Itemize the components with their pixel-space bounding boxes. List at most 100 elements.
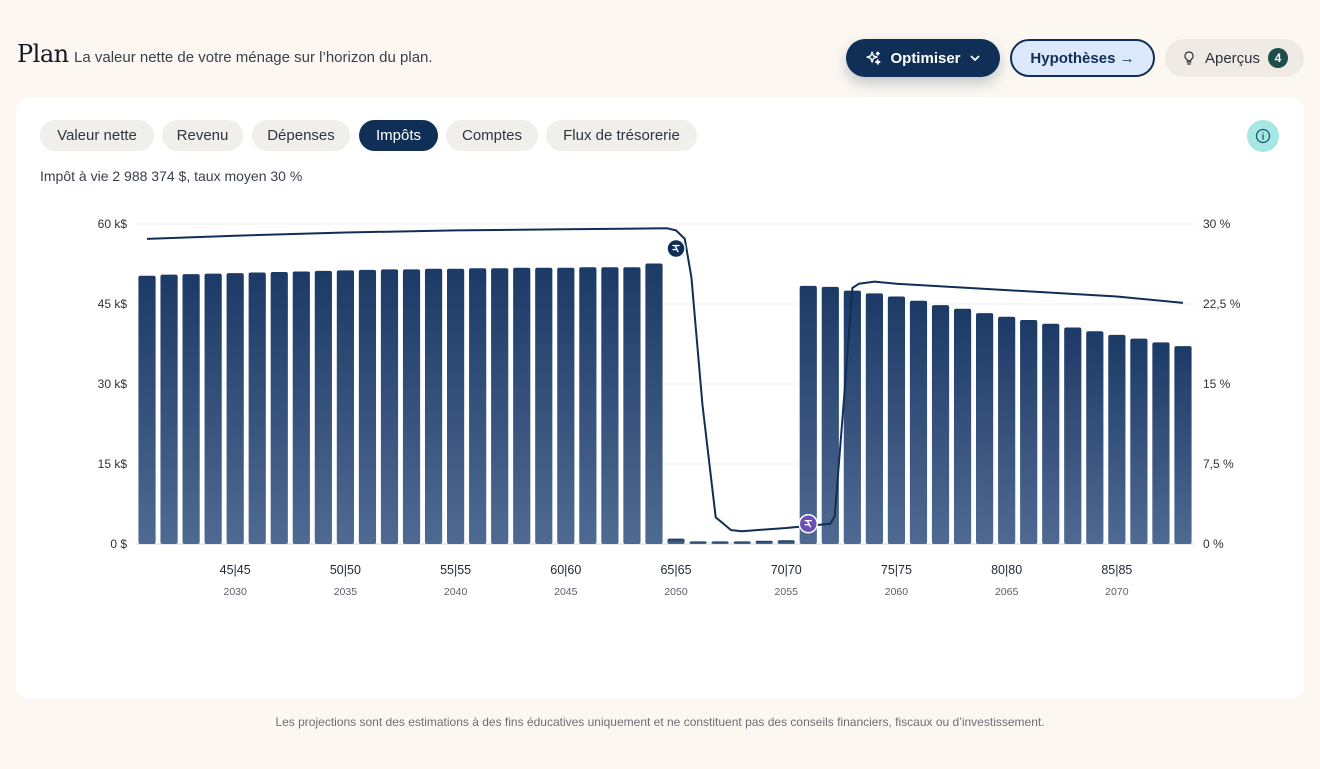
chart-card: Valeur nette Revenu Dépenses Impôts Comp… xyxy=(16,97,1304,699)
right-axis-tick-label: 0 % xyxy=(1203,537,1224,551)
tax-bar[interactable] xyxy=(380,269,399,544)
x-axis: 45|45 2030 50|50 2035 55|55 2040 60|60 2045 65|6… xyxy=(220,563,1133,598)
hypotheses-button[interactable]: Hypothèses → xyxy=(1010,39,1155,77)
x-axis-age-label: 85|85 xyxy=(1101,563,1132,577)
tax-bar[interactable] xyxy=(336,270,354,544)
x-axis-year-label: 2060 xyxy=(885,586,909,598)
x-axis-year-label: 2035 xyxy=(334,586,358,598)
x-axis-age-label: 65|65 xyxy=(660,563,691,577)
right-axis-tick-label: 7,5 % xyxy=(1203,457,1234,471)
tax-bar[interactable] xyxy=(270,272,288,544)
tax-bar[interactable] xyxy=(248,272,266,544)
page-title: Plan xyxy=(17,40,69,68)
info-icon xyxy=(1255,128,1271,144)
tax-bar[interactable] xyxy=(843,290,861,544)
tax-bar[interactable] xyxy=(931,305,950,544)
tax-bar[interactable] xyxy=(998,316,1016,544)
tax-marker-icon[interactable] xyxy=(798,513,819,534)
tax-bar[interactable] xyxy=(865,293,883,544)
tax-bar[interactable] xyxy=(447,268,465,544)
tax-bar[interactable] xyxy=(1042,323,1060,544)
disclaimer: Les projections sont des estimations à d… xyxy=(275,715,1045,729)
tax-bar[interactable] xyxy=(402,269,421,544)
left-axis-tick-label: 60 k$ xyxy=(98,217,128,231)
tax-bar[interactable] xyxy=(424,268,443,544)
page-subtitle: La valeur nette de votre ménage sur l’ho… xyxy=(74,49,433,66)
tax-bar[interactable] xyxy=(976,313,994,544)
tax-bar[interactable] xyxy=(733,541,751,544)
tab-flux-tresorerie[interactable]: Flux de trésorerie xyxy=(546,120,697,151)
tax-bar[interactable] xyxy=(777,540,795,544)
tax-bar[interactable] xyxy=(292,271,310,544)
tax-bar[interactable] xyxy=(711,541,729,544)
tax-bar[interactable] xyxy=(953,308,972,544)
info-button[interactable] xyxy=(1247,120,1279,152)
tax-bar[interactable] xyxy=(1152,342,1170,544)
x-axis-age-label: 80|80 xyxy=(991,563,1022,577)
tax-bar[interactable] xyxy=(909,300,928,544)
tab-valeur-nette[interactable]: Valeur nette xyxy=(40,120,154,151)
tax-bar[interactable] xyxy=(579,267,597,544)
left-axis-tick-label: 30 k$ xyxy=(98,377,128,391)
tax-marker-icon[interactable] xyxy=(666,238,686,259)
x-axis-year-label: 2040 xyxy=(444,586,468,598)
tax-bar[interactable] xyxy=(358,269,377,544)
tax-bar[interactable] xyxy=(645,263,663,544)
tax-bar[interactable] xyxy=(182,274,200,544)
tax-bar[interactable] xyxy=(491,268,509,544)
tax-bar[interactable] xyxy=(469,268,487,544)
tax-bar[interactable] xyxy=(138,275,156,544)
tab-depenses[interactable]: Dépenses xyxy=(252,120,350,151)
tax-bar[interactable] xyxy=(821,286,839,544)
tax-bar[interactable] xyxy=(689,541,707,544)
tab-revenu[interactable]: Revenu xyxy=(162,120,243,151)
tax-chart: 0 $ 15 k$ 30 k$ 45 k$ 60 k$ 0 % 7,5 % 15 % 22,5… xyxy=(98,217,1241,598)
x-axis-year-label: 2065 xyxy=(995,586,1019,598)
tax-bar[interactable] xyxy=(557,267,575,544)
tax-bar[interactable] xyxy=(160,274,178,544)
left-axis: 0 $ 15 k$ 30 k$ 45 k$ 60 k$ xyxy=(98,217,128,551)
tab-impots[interactable]: Impôts xyxy=(359,120,438,151)
tax-bar[interactable] xyxy=(1020,320,1038,544)
tax-bar[interactable] xyxy=(535,267,553,544)
x-axis-age-label: 45|45 xyxy=(220,563,251,577)
insights-label: Aperçus xyxy=(1204,49,1261,67)
right-axis-tick-label: 15 % xyxy=(1203,377,1231,391)
sparkle-icon xyxy=(866,50,882,65)
x-axis-year-label: 2055 xyxy=(775,586,799,598)
tax-bar[interactable] xyxy=(1174,346,1192,544)
tax-bar[interactable] xyxy=(1086,331,1104,544)
right-axis: 0 % 7,5 % 15 % 22,5 % 30 % xyxy=(1203,217,1241,551)
tax-bar[interactable] xyxy=(887,296,906,544)
tab-comptes[interactable]: Comptes xyxy=(446,120,538,151)
tax-bar[interactable] xyxy=(1108,334,1126,544)
tax-bar[interactable] xyxy=(623,267,641,544)
chart-bars xyxy=(138,263,1192,544)
tax-bar[interactable] xyxy=(1130,338,1148,544)
tax-bar[interactable] xyxy=(601,267,619,544)
left-axis-tick-label: 0 $ xyxy=(110,537,127,551)
chart-gridlines xyxy=(136,223,1194,545)
left-axis-tick-label: 15 k$ xyxy=(98,457,128,471)
optimize-button[interactable]: Optimiser xyxy=(846,39,1000,77)
x-axis-year-label: 2050 xyxy=(664,586,688,598)
insights-button[interactable]: Aperçus 4 xyxy=(1165,39,1304,77)
right-axis-tick-label: 22,5 % xyxy=(1203,297,1241,311)
tax-bar[interactable] xyxy=(667,538,685,544)
x-axis-year-label: 2070 xyxy=(1105,586,1129,598)
chart-rate-line xyxy=(146,227,1184,533)
tax-bar[interactable] xyxy=(226,273,244,544)
tax-bar[interactable] xyxy=(799,285,817,544)
right-axis-tick-label: 30 % xyxy=(1203,217,1231,231)
tax-bar[interactable] xyxy=(1064,327,1082,544)
tax-bar[interactable] xyxy=(513,267,531,544)
chevron-down-icon xyxy=(970,55,979,61)
tax-bar[interactable] xyxy=(314,270,332,544)
x-axis-age-label: 50|50 xyxy=(330,563,361,577)
chart-markers xyxy=(666,238,819,534)
lightbulb-icon xyxy=(1184,51,1194,65)
x-axis-age-label: 60|60 xyxy=(550,563,581,577)
tax-bar[interactable] xyxy=(755,540,773,544)
x-axis-age-label: 55|55 xyxy=(440,563,471,577)
tax-bar[interactable] xyxy=(204,273,222,544)
